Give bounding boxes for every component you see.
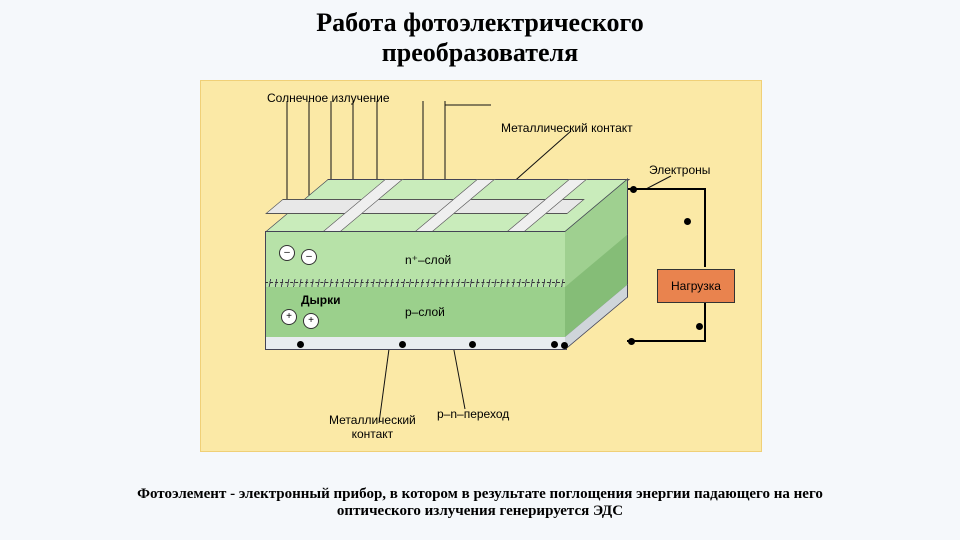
pn-junction-line	[265, 282, 565, 283]
pn-junction-label: p–n–переход	[437, 407, 509, 421]
electron-dot	[684, 218, 691, 225]
electron-dot	[399, 341, 406, 348]
caption-text: Фотоэлемент - электронный прибор, в кото…	[100, 486, 860, 520]
electron-dot	[551, 341, 558, 348]
base-contact	[265, 337, 567, 350]
electrons-label: Электроны	[649, 163, 710, 177]
sun-label: Солнечное излучение	[267, 91, 390, 105]
electron-dot	[628, 338, 635, 345]
hole-charge: +	[303, 313, 319, 329]
electron-dot	[469, 341, 476, 348]
electron-dot	[630, 186, 637, 193]
hole-charge: +	[281, 309, 297, 325]
electron-dot	[696, 323, 703, 330]
title-line-2: преобразователя	[0, 38, 960, 68]
page-title: Работа фотоэлектрического преобразовател…	[0, 8, 960, 68]
electron-dot	[561, 342, 568, 349]
bottom-contact-label: Металлический контакт	[329, 413, 416, 441]
electron-charge: –	[301, 249, 317, 265]
top-contact-label: Металлический контакт	[501, 121, 633, 135]
load-box: Нагрузка	[657, 269, 735, 303]
electron-dot	[297, 341, 304, 348]
n-layer-label: n⁺–слой	[405, 253, 451, 267]
solar-cell: n⁺–слой p–слой Дырки – – + +	[265, 231, 565, 361]
holes-label: Дырки	[301, 293, 341, 307]
title-line-1: Работа фотоэлектрического	[0, 8, 960, 38]
diagram-panel: n⁺–слой p–слой Дырки – – + + Нагрузка Со…	[200, 80, 762, 452]
p-layer-label: p–слой	[405, 305, 445, 319]
electron-charge: –	[279, 245, 295, 261]
